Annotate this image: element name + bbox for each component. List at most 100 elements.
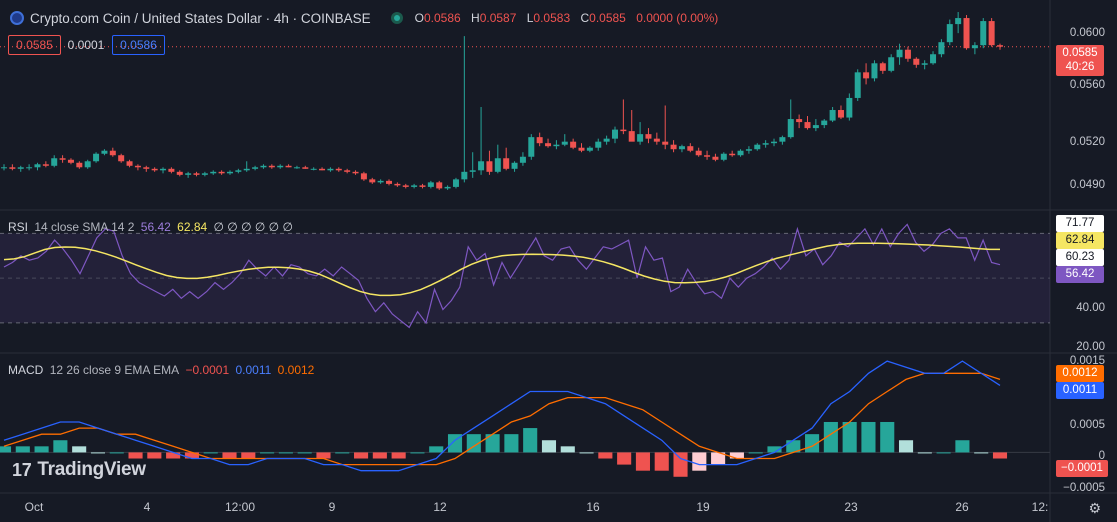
time-tick-1200: 12:00 bbox=[224, 500, 256, 514]
candle-body bbox=[419, 185, 426, 187]
macd-histogram-bar bbox=[673, 452, 688, 477]
candle-body bbox=[436, 182, 443, 189]
candle-body bbox=[118, 155, 125, 162]
macd-signal-legend-value: 0.0012 bbox=[277, 363, 315, 377]
macd-histogram-bar bbox=[166, 452, 181, 459]
ohlc-low-key: L bbox=[526, 11, 534, 25]
candle-body bbox=[595, 141, 602, 148]
macd-legend-value: 0.0011 bbox=[235, 363, 272, 377]
rsi-tick-20: 20.00 bbox=[1076, 341, 1105, 353]
macd-histogram-bar bbox=[560, 446, 575, 453]
macd-histogram-bar bbox=[34, 446, 49, 453]
candle-body bbox=[695, 150, 702, 156]
macd-tick-neg0005: −0.0005 bbox=[1063, 482, 1105, 494]
candle-body bbox=[988, 21, 995, 46]
candle-body bbox=[394, 183, 401, 186]
macd-histogram-bar bbox=[222, 452, 237, 459]
rsi-mid-tag: 60.23 bbox=[1056, 249, 1104, 266]
candle-body bbox=[561, 141, 568, 145]
candle-body bbox=[344, 170, 351, 172]
macd-histogram-bar bbox=[955, 440, 970, 453]
macd-histogram-bar bbox=[880, 421, 895, 453]
candle-body bbox=[160, 168, 167, 171]
candle-body bbox=[519, 156, 526, 163]
macd-histogram-bar bbox=[654, 452, 669, 471]
candle-body bbox=[662, 141, 669, 145]
macd-histogram-bar bbox=[316, 452, 331, 459]
macd-line bbox=[3, 360, 1001, 472]
candle-body bbox=[771, 141, 778, 144]
macd-histogram-bar bbox=[278, 452, 293, 454]
macd-histogram-bar bbox=[109, 452, 124, 454]
price-tick-0490: 0.0490 bbox=[1069, 179, 1105, 191]
candle-body bbox=[126, 161, 133, 166]
time-tick-12: 12 bbox=[433, 500, 447, 514]
candle-body bbox=[762, 143, 769, 145]
candle-body bbox=[243, 168, 250, 171]
macd-legend-name: MACD bbox=[8, 363, 44, 377]
macd-histogram-bar bbox=[335, 452, 350, 454]
candle-body bbox=[486, 161, 493, 172]
candle-body bbox=[360, 173, 367, 180]
macd-histogram-bar bbox=[410, 452, 425, 454]
candle-body bbox=[946, 24, 953, 43]
candle-body bbox=[352, 171, 359, 174]
candle-body bbox=[59, 158, 66, 160]
macd-histogram-bar bbox=[354, 452, 369, 459]
candle-body bbox=[285, 165, 292, 168]
candle-body bbox=[84, 161, 91, 168]
candle-body bbox=[335, 168, 342, 171]
candle-body bbox=[754, 144, 761, 150]
candle-body bbox=[402, 185, 409, 187]
rsi-ma-tag: 62.84 bbox=[1056, 232, 1104, 249]
rsi-legend[interactable]: RSI 14 close SMA 14 2 56.42 62.84 ∅ ∅ ∅ … bbox=[8, 220, 296, 234]
macd-histogram-bar bbox=[541, 440, 557, 453]
candle-body bbox=[553, 144, 560, 147]
rsi-band-fill bbox=[0, 233, 1050, 323]
macd-hist-tag: −0.0001 bbox=[1056, 460, 1108, 477]
macd-signal-line bbox=[3, 372, 1001, 466]
macd-histogram-bar bbox=[692, 452, 707, 471]
candle-body bbox=[955, 18, 962, 25]
macd-histogram-bar bbox=[203, 452, 218, 454]
candle-body bbox=[837, 110, 844, 118]
candle-body bbox=[369, 179, 376, 183]
candle-body bbox=[779, 137, 786, 142]
macd-histogram-bar bbox=[579, 452, 594, 454]
rsi-legend-name: RSI bbox=[8, 220, 29, 234]
candle-body bbox=[637, 134, 644, 142]
buy-price-button[interactable]: 0.0586 bbox=[112, 35, 165, 55]
candle-body bbox=[252, 167, 259, 169]
candle-body bbox=[452, 179, 459, 187]
settings-gear-icon[interactable]: ⚙ bbox=[1088, 500, 1101, 516]
candle-body bbox=[268, 165, 275, 168]
candle-body bbox=[829, 110, 836, 121]
candle-body bbox=[980, 21, 987, 46]
rsi-ma-line bbox=[3, 242, 1000, 297]
time-tick-next: 12: bbox=[1031, 500, 1049, 514]
candle-body bbox=[653, 138, 660, 142]
macd-histogram-bar bbox=[53, 440, 68, 453]
symbol-title[interactable]: Crypto.com Coin / United States Dollar ·… bbox=[30, 10, 371, 26]
macd-tick-0005: 0.0005 bbox=[1069, 419, 1105, 431]
sell-price-button[interactable]: 0.0585 bbox=[8, 35, 61, 55]
macd-histogram-bar bbox=[898, 440, 914, 453]
tradingview-logo[interactable]: 17 TradingView bbox=[12, 459, 146, 481]
time-tick-16: 16 bbox=[586, 500, 600, 514]
price-tick-0600: 0.0600 bbox=[1069, 27, 1105, 39]
ohlc-close-key: C bbox=[580, 11, 590, 25]
ohlc-high-key: H bbox=[471, 11, 480, 25]
candle-body bbox=[277, 165, 284, 168]
time-tick-26: 26 bbox=[955, 500, 969, 514]
macd-legend[interactable]: MACD 12 26 close 9 EMA EMA −0.0001 0.001… bbox=[8, 363, 317, 377]
candle-body bbox=[143, 167, 150, 169]
candle-body bbox=[904, 49, 911, 59]
candle-body bbox=[628, 131, 635, 142]
candle-body bbox=[854, 72, 861, 98]
macd-histogram-bar bbox=[485, 434, 500, 453]
candle-body bbox=[327, 168, 334, 171]
candle-body bbox=[720, 153, 727, 160]
candle-body bbox=[896, 49, 903, 58]
